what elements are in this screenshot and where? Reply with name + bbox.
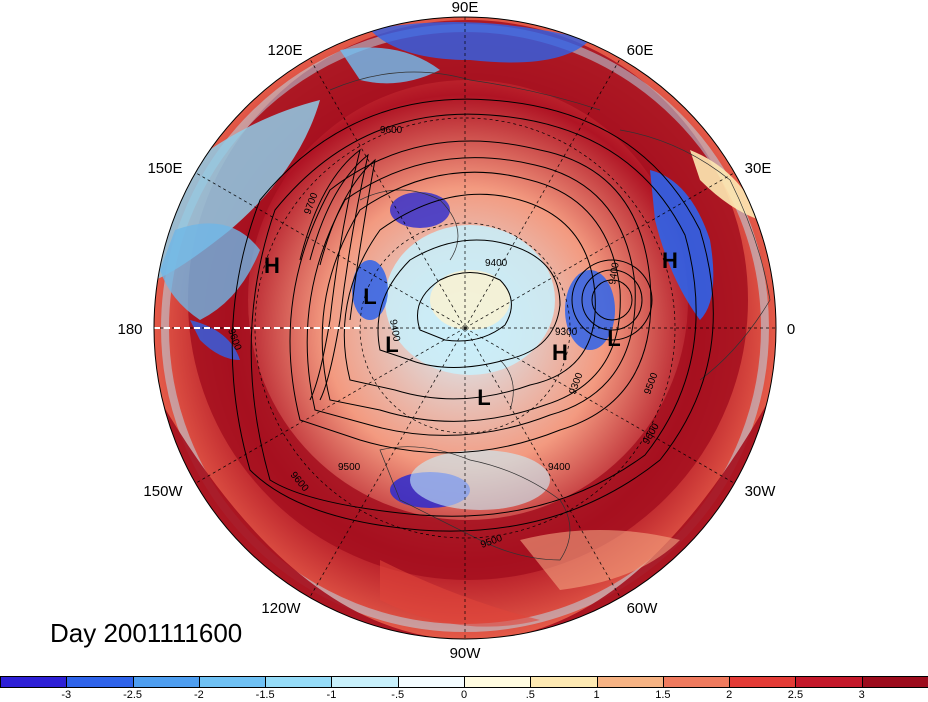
low-pressure-label: L	[363, 284, 376, 309]
low-pressure-label: L	[385, 332, 398, 357]
lon-label-90e: 90E	[452, 0, 479, 16]
coastlines	[329, 71, 771, 561]
colorbar-swatch	[530, 676, 598, 688]
low-pressure-label: L	[607, 326, 620, 351]
colorbar-tick-label: 2	[726, 689, 733, 701]
colorbar-tick-label: -2	[193, 689, 204, 701]
lon-label-120e: 120E	[267, 42, 302, 59]
lon-label-60w: 60W	[627, 600, 659, 617]
colorbar: -3 -2.5 -2 -1.5 -1 -.5 0 .5 1 1.5 2 2.5 3	[0, 676, 928, 702]
timestamp-label: Day 2001111600	[50, 618, 243, 648]
contour-label: 9500	[338, 462, 361, 473]
lon-label-90w: 90W	[450, 645, 482, 662]
colorbar-tick-label: 1	[593, 689, 600, 701]
colorbar-swatch	[861, 676, 928, 688]
colorbar-swatch	[596, 676, 664, 688]
contour-label: 9600	[380, 125, 403, 136]
colorbar-swatch	[397, 676, 465, 688]
high-pressure-label: H	[552, 340, 568, 365]
lon-label-30w: 30W	[745, 483, 777, 500]
high-pressure-label: H	[264, 253, 280, 278]
lon-label-30e: 30E	[745, 160, 772, 177]
colorbar-swatch	[795, 676, 863, 688]
colorbar-tick-label: -1.5	[255, 689, 275, 701]
high-pressure-label: H	[662, 248, 678, 273]
colorbar-tick-label: 0	[460, 689, 468, 701]
colorbar-swatch	[464, 676, 532, 688]
contour-label: 9400	[607, 261, 622, 285]
lon-label-60e: 60E	[627, 42, 654, 59]
lon-label-0: 0	[787, 321, 795, 338]
lon-label-180: 180	[117, 321, 142, 338]
contour-label: 9400	[485, 258, 508, 269]
colorbar-swatch	[662, 676, 731, 688]
colorbar-tick-label: 3	[858, 689, 865, 701]
colorbar-swatch	[132, 676, 200, 688]
colorbar-swatch	[265, 676, 333, 688]
lon-label-150e: 150E	[147, 160, 182, 177]
colorbar-tick-label: -3	[61, 689, 72, 701]
colorbar-tick-label: -1	[326, 689, 337, 701]
anomaly-field	[154, 17, 776, 639]
colorbar-tick-label: .5	[525, 689, 535, 701]
colorbar-tick-label: -.5	[391, 689, 405, 701]
colorbar-tick-label: 2.5	[787, 689, 804, 701]
height-contours	[231, 98, 714, 532]
colorbar-swatch	[66, 676, 134, 688]
lon-label-150w: 150W	[143, 483, 183, 500]
contour-label: 9400	[387, 319, 402, 343]
colorbar-swatch	[198, 676, 267, 688]
colorbar-swatch	[0, 676, 68, 688]
map-boundary	[153, 16, 777, 640]
polar-map: 90E 60E 30E 0 30W 60W 90W 120W 150W 180 …	[117, 0, 795, 662]
low-pressure-label: L	[477, 385, 490, 410]
colorbar-tick-label: 1.5	[655, 689, 671, 701]
lon-label-120w: 120W	[261, 600, 301, 617]
contour-label: 9300	[555, 327, 578, 338]
colorbar-swatch	[729, 676, 797, 688]
contour-label: 9400	[548, 462, 571, 473]
colorbar-swatch	[331, 676, 399, 688]
colorbar-tick-label: -2.5	[123, 689, 143, 701]
